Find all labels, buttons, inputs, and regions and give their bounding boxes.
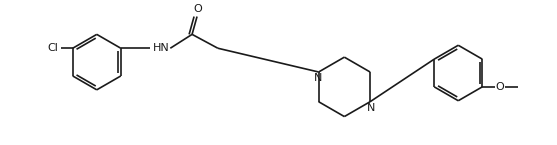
Text: HN: HN	[153, 43, 170, 53]
Text: N: N	[314, 73, 322, 83]
Text: Cl: Cl	[47, 43, 58, 53]
Text: N: N	[367, 103, 375, 113]
Text: O: O	[496, 82, 505, 92]
Text: O: O	[193, 4, 202, 14]
